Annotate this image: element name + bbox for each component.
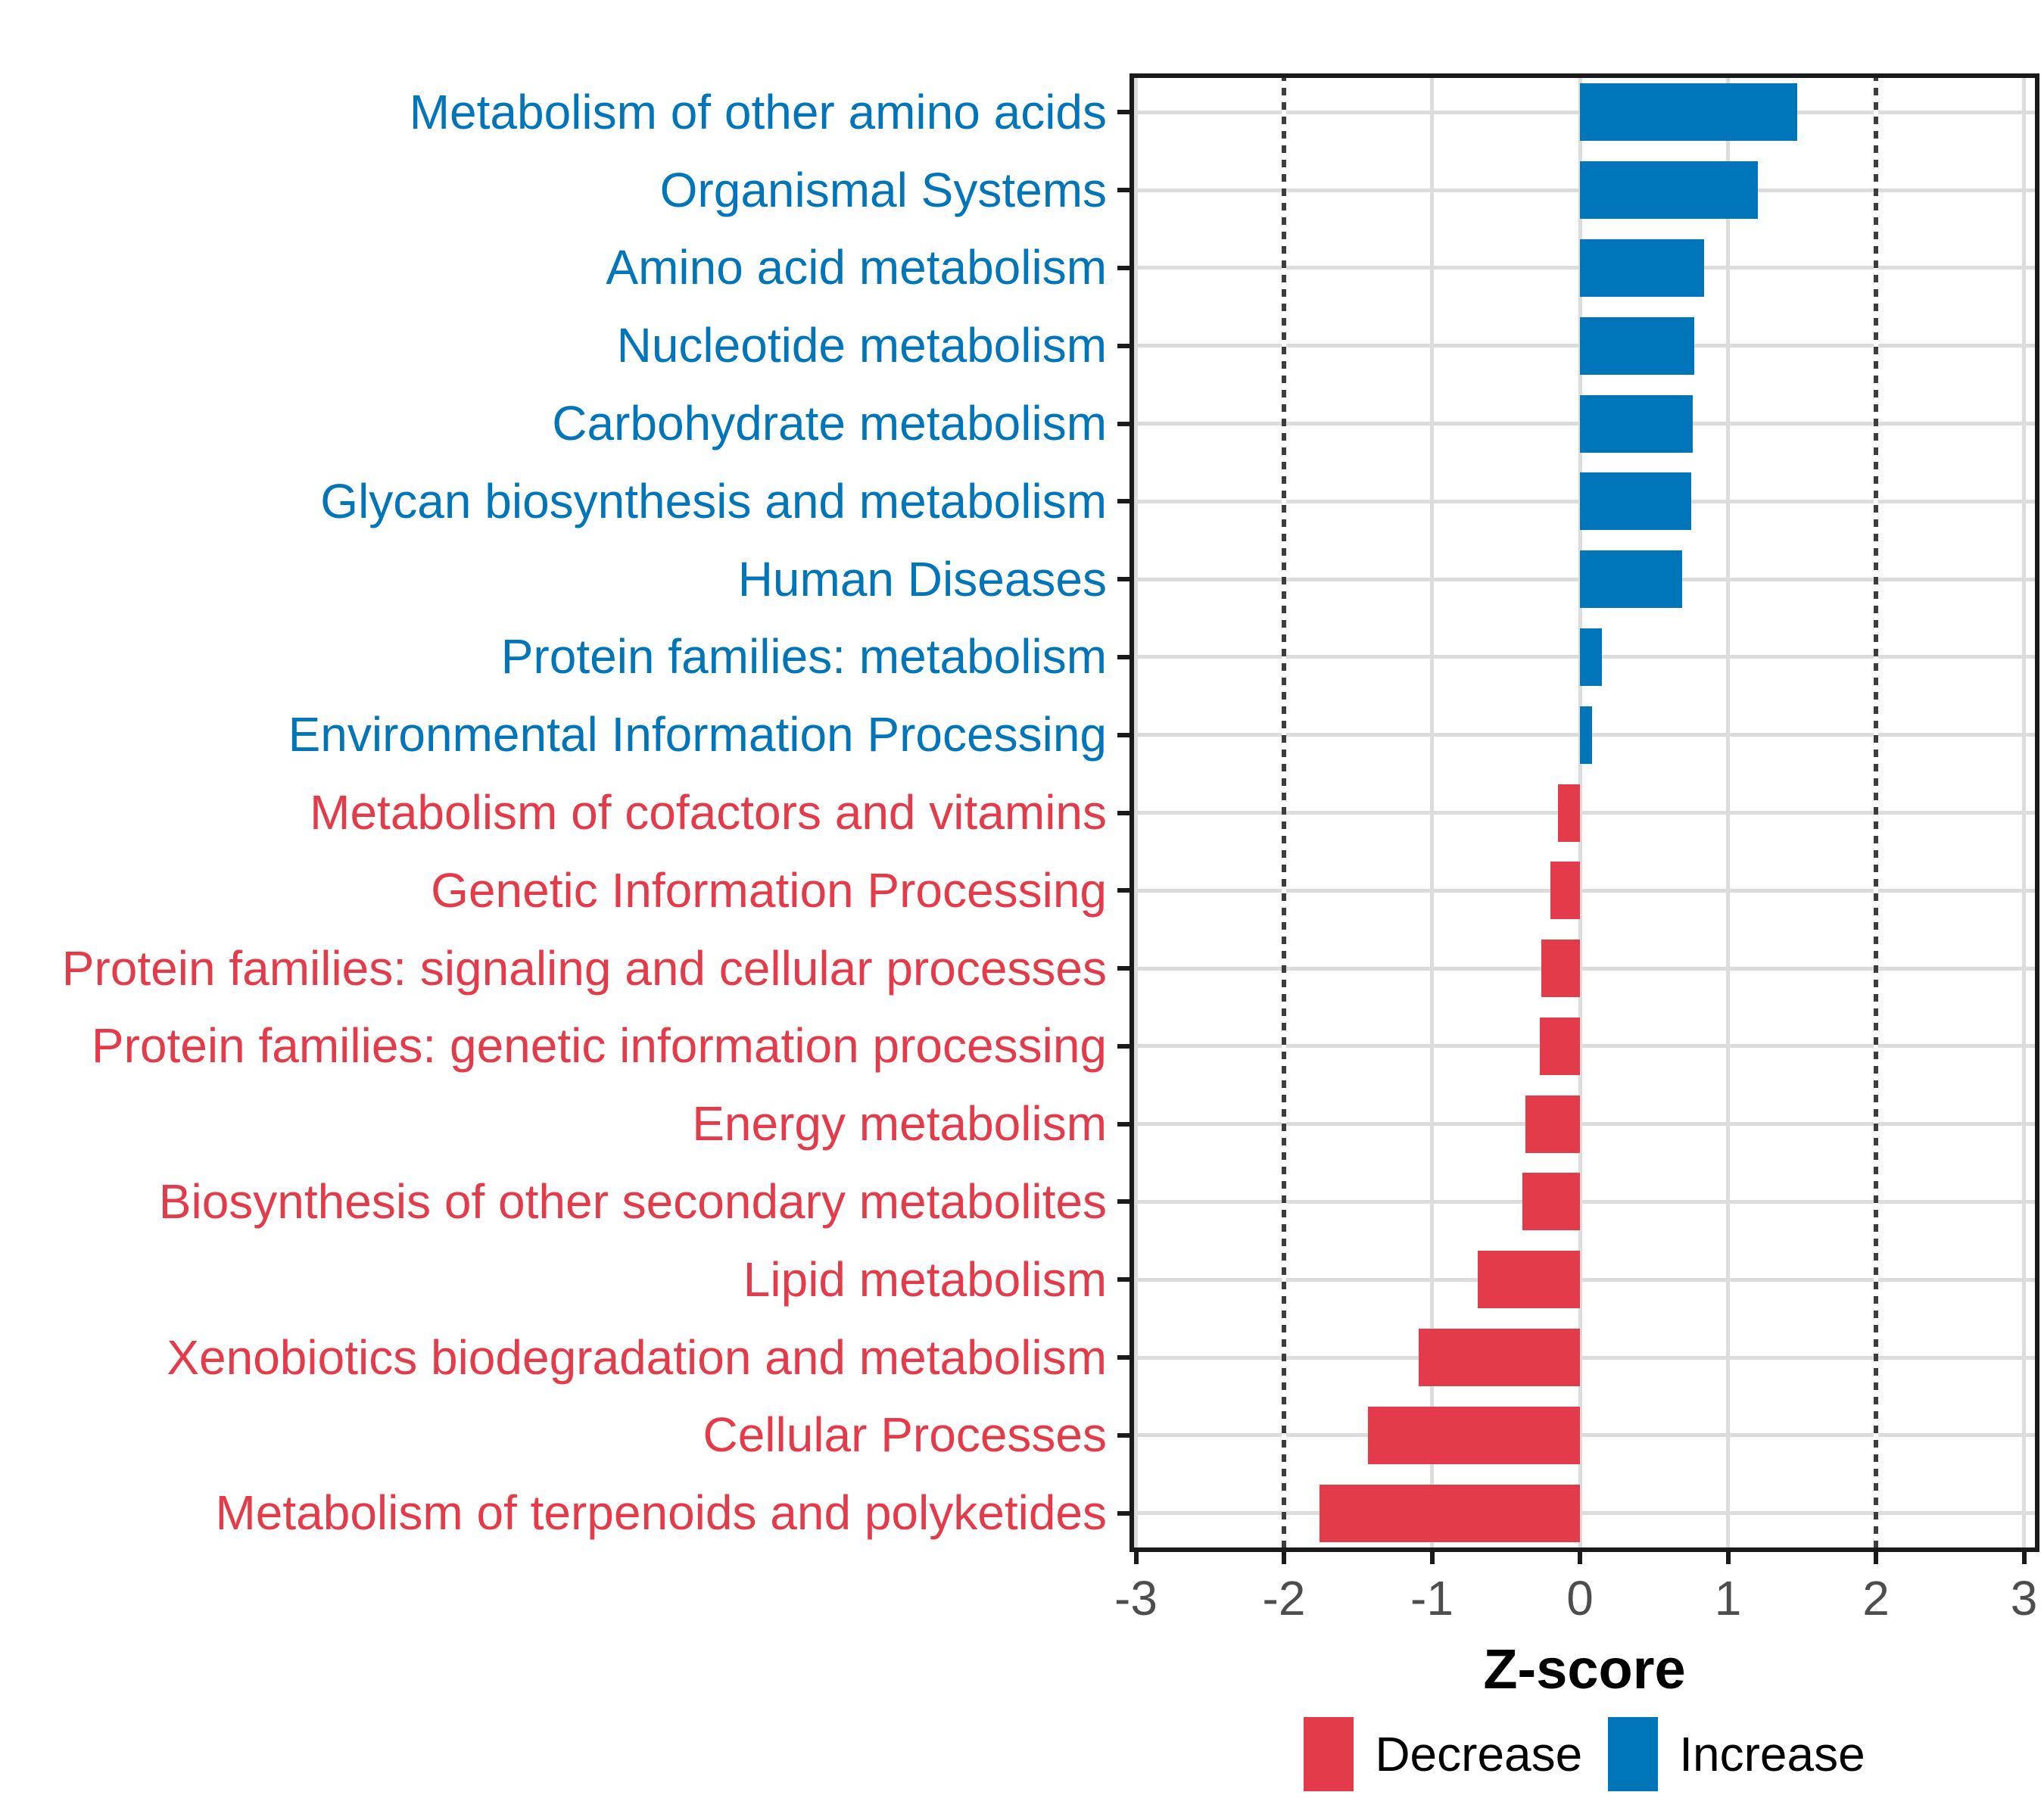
x-tick-label-0: 0 — [1566, 1571, 1594, 1625]
bar-xenobiotics-biodegradation-and-metabolism — [1418, 1329, 1580, 1387]
increase-swatch-icon — [1608, 1717, 1659, 1791]
bar-cellular-processes — [1368, 1406, 1580, 1464]
y-tick-human-diseases — [1117, 577, 1129, 582]
y-tick-biosynthesis-of-other-secondary-metabolites — [1117, 1199, 1129, 1205]
gridline-y-cellular-processes — [1129, 1433, 2039, 1438]
category-label-environmental-information-processing: Environmental Information Processing — [288, 707, 1107, 762]
bar-human-diseases — [1580, 550, 1682, 609]
category-label-organismal-systems: Organismal Systems — [659, 162, 1107, 217]
y-tick-amino-acid-metabolism — [1117, 265, 1129, 270]
y-tick-metabolism-of-other-amino-acids — [1117, 110, 1129, 115]
gridline-y-energy-metabolism — [1129, 1122, 2039, 1127]
category-label-metabolism-of-other-amino-acids: Metabolism of other amino acids — [409, 84, 1107, 139]
bar-environmental-information-processing — [1580, 706, 1592, 764]
y-tick-xenobiotics-biodegradation-and-metabolism — [1117, 1355, 1129, 1360]
y-tick-organismal-systems — [1117, 188, 1129, 193]
legend-item-increase: Increase — [1608, 1717, 1865, 1791]
x-tick-label-2: 2 — [1862, 1571, 1890, 1625]
legend-item-decrease: Decrease — [1304, 1717, 1582, 1791]
category-label-protein-families-metabolism: Protein families: metabolism — [500, 629, 1107, 684]
gridline-y-lipid-metabolism — [1129, 1277, 2039, 1282]
guide-line-x--2 — [1282, 73, 1286, 1552]
category-label-cellular-processes: Cellular Processes — [703, 1407, 1107, 1463]
y-tick-protein-families-genetic-information-processing — [1117, 1043, 1129, 1049]
legend-label-increase: Increase — [1679, 1727, 1865, 1781]
x-tick-label-3: 3 — [2010, 1571, 2038, 1625]
x-tick-label--2: -2 — [1262, 1571, 1306, 1625]
bar-metabolism-of-other-amino-acids — [1580, 83, 1798, 142]
category-label-metabolism-of-cofactors-and-vitamins: Metabolism of cofactors and vitamins — [310, 785, 1107, 840]
category-label-genetic-information-processing: Genetic Information Processing — [431, 862, 1107, 918]
x-tick-3 — [2021, 1552, 2027, 1564]
y-tick-lipid-metabolism — [1117, 1277, 1129, 1282]
x-tick-0 — [1578, 1552, 1582, 1564]
bar-glycan-biosynthesis-and-metabolism — [1580, 472, 1691, 531]
gridline-y-xenobiotics-biodegradation-and-metabolism — [1129, 1355, 2039, 1360]
category-label-energy-metabolism: Energy metabolism — [692, 1096, 1107, 1152]
category-label-glycan-biosynthesis-and-metabolism: Glycan biosynthesis and metabolism — [320, 473, 1107, 528]
y-tick-genetic-information-processing — [1117, 888, 1129, 893]
gridline-y-metabolism-of-terpenoids-and-polyketides — [1129, 1511, 2039, 1516]
x-axis-title: Z-score — [1483, 1638, 1686, 1700]
gridline-y-genetic-information-processing — [1129, 888, 2039, 893]
y-tick-carbohydrate-metabolism — [1117, 421, 1129, 426]
category-label-biosynthesis-of-other-secondary-metabolites: Biosynthesis of other secondary metaboli… — [158, 1173, 1107, 1229]
x-tick-label--1: -1 — [1410, 1571, 1454, 1625]
bar-protein-families-metabolism — [1580, 628, 1603, 686]
x-tick--2 — [1282, 1552, 1286, 1564]
category-label-amino-acid-metabolism: Amino acid metabolism — [606, 240, 1107, 295]
bar-protein-families-genetic-information-processing — [1540, 1017, 1580, 1075]
x-tick-1 — [1725, 1552, 1731, 1564]
y-tick-metabolism-of-cofactors-and-vitamins — [1117, 810, 1129, 815]
y-tick-environmental-information-processing — [1117, 732, 1129, 737]
y-tick-energy-metabolism — [1117, 1121, 1129, 1127]
bar-metabolism-of-cofactors-and-vitamins — [1557, 784, 1580, 842]
category-label-lipid-metabolism: Lipid metabolism — [743, 1251, 1107, 1307]
bar-nucleotide-metabolism — [1580, 316, 1694, 375]
y-tick-protein-families-metabolism — [1117, 654, 1129, 659]
x-tick--3 — [1133, 1552, 1139, 1564]
category-label-nucleotide-metabolism: Nucleotide metabolism — [616, 318, 1107, 373]
y-tick-nucleotide-metabolism — [1117, 343, 1129, 348]
gridline-y-metabolism-of-cofactors-and-vitamins — [1129, 811, 2039, 815]
y-tick-glycan-biosynthesis-and-metabolism — [1117, 499, 1129, 504]
gridline-y-biosynthesis-of-other-secondary-metabolites — [1129, 1199, 2039, 1204]
bar-amino-acid-metabolism — [1580, 238, 1705, 297]
bar-carbohydrate-metabolism — [1580, 394, 1693, 453]
x-tick-2 — [1874, 1552, 1878, 1564]
category-label-protein-families-genetic-information-processing: Protein families: genetic information pr… — [91, 1018, 1107, 1074]
x-tick-label-1: 1 — [1714, 1571, 1742, 1625]
plot-panel — [1129, 73, 2039, 1552]
y-tick-protein-families-signaling-and-cellular-processes — [1117, 966, 1129, 971]
bar-lipid-metabolism — [1478, 1251, 1580, 1309]
bar-metabolism-of-terpenoids-and-polyketides — [1319, 1484, 1580, 1542]
category-label-xenobiotics-biodegradation-and-metabolism: Xenobiotics biodegradation and metabolis… — [167, 1329, 1107, 1385]
x-tick--1 — [1429, 1552, 1435, 1564]
bar-protein-families-signaling-and-cellular-processes — [1541, 940, 1580, 998]
guide-line-x-2 — [1874, 73, 1878, 1552]
category-label-metabolism-of-terpenoids-and-polyketides: Metabolism of terpenoids and polyketides — [215, 1485, 1107, 1541]
legend-label-decrease: Decrease — [1375, 1727, 1583, 1781]
x-tick-label--3: -3 — [1114, 1571, 1158, 1625]
category-label-carbohydrate-metabolism: Carbohydrate metabolism — [552, 396, 1107, 451]
category-label-protein-families-signaling-and-cellular-processes: Protein families: signaling and cellular… — [61, 940, 1107, 996]
bar-energy-metabolism — [1525, 1095, 1580, 1153]
gridline-y-protein-families-signaling-and-cellular-processes — [1129, 966, 2039, 971]
y-tick-metabolism-of-terpenoids-and-polyketides — [1117, 1510, 1129, 1516]
bar-organismal-systems — [1580, 161, 1758, 220]
gridline-y-protein-families-genetic-information-processing — [1129, 1044, 2039, 1049]
category-label-human-diseases: Human Diseases — [737, 551, 1107, 606]
y-tick-cellular-processes — [1117, 1432, 1129, 1438]
bar-biosynthesis-of-other-secondary-metabolites — [1522, 1173, 1580, 1231]
decrease-swatch-icon — [1304, 1717, 1354, 1791]
legend: Decrease Increase — [1129, 1717, 2039, 1791]
bar-genetic-information-processing — [1550, 862, 1580, 920]
